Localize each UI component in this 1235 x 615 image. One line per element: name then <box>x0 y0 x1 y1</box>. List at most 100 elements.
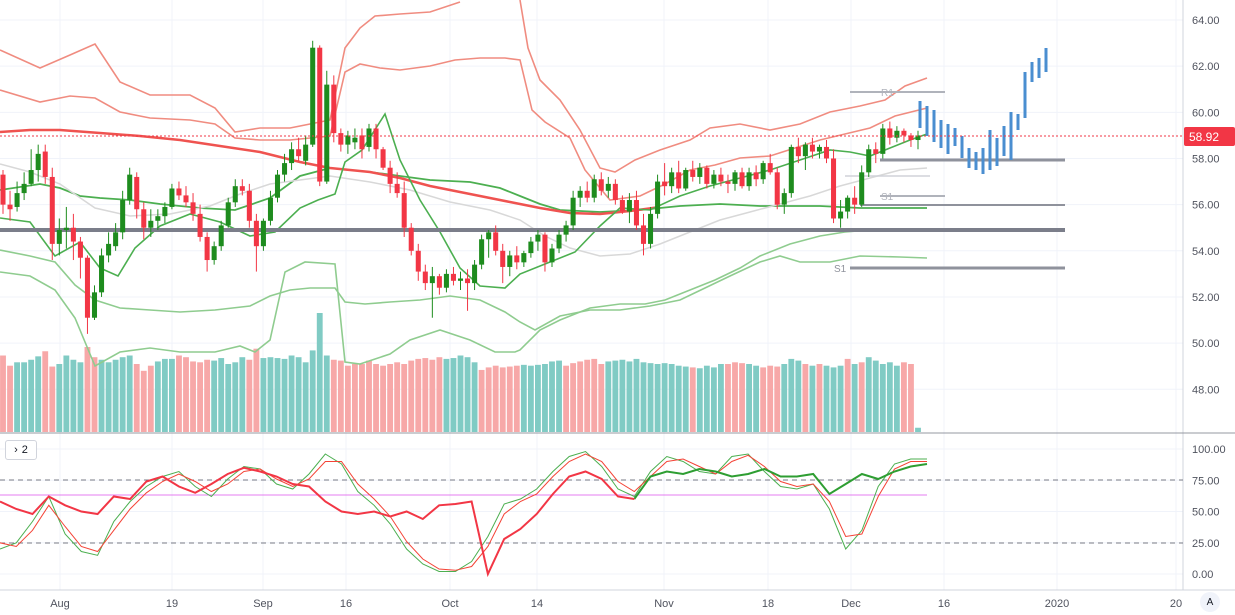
candle-body <box>282 163 288 175</box>
candle-body <box>56 230 62 244</box>
last-price-label: 58.92 <box>1189 130 1219 144</box>
volume-bar <box>126 355 133 432</box>
candle-body <box>577 190 583 198</box>
candle-body <box>35 153 41 171</box>
candle-body <box>662 181 668 187</box>
volume-bar <box>816 364 823 432</box>
auto-scale-button[interactable]: A <box>1200 592 1220 612</box>
candle-body <box>127 174 133 201</box>
grid-lines <box>0 0 1183 590</box>
candle-body <box>289 149 295 164</box>
volume-bar <box>612 360 619 432</box>
volume-bar <box>542 364 548 432</box>
volume-bar <box>718 364 724 432</box>
candle-body <box>507 255 513 267</box>
candle-body <box>542 234 548 263</box>
price-tick-label: 60.00 <box>1192 107 1220 119</box>
candle-body <box>831 158 837 219</box>
candle-body <box>781 193 787 205</box>
oscillator-tick-label: 100.00 <box>1192 444 1226 456</box>
volume-bar <box>633 358 640 432</box>
candle-body <box>823 146 830 159</box>
candle-body <box>274 174 281 198</box>
volume-bar <box>147 365 154 432</box>
candle-body <box>465 278 471 284</box>
candle-body <box>310 47 316 145</box>
pane-collapse-button[interactable]: › 2 <box>5 440 37 460</box>
volume-bar <box>844 358 851 432</box>
time-tick-label: Dec <box>841 598 861 610</box>
candle-body <box>303 144 309 161</box>
candle-body <box>500 250 506 267</box>
candle-body <box>704 167 710 184</box>
volume-bar <box>366 360 372 432</box>
candle-body <box>267 197 273 221</box>
volume-bar <box>788 358 795 432</box>
candle-body <box>605 183 611 191</box>
volume-bar <box>626 361 633 432</box>
volume-bar <box>471 362 478 432</box>
candle-body <box>99 255 105 293</box>
candle-body <box>486 232 492 240</box>
volume-bar <box>598 364 605 432</box>
time-axis[interactable]: Aug 19 Sep 16 Oct 14 Nov 18 Dec 16 2020 20 <box>50 598 1182 610</box>
volume-bar <box>169 358 175 432</box>
volume-bar <box>7 365 13 432</box>
volume-bar <box>49 366 56 432</box>
candle-body <box>725 181 731 184</box>
candle-body <box>260 220 266 247</box>
candle-body <box>106 243 112 256</box>
volume-bar <box>802 364 809 432</box>
candle-body <box>7 204 13 210</box>
oscillator-axis[interactable]: 100.00 75.00 50.00 25.00 0.00 <box>1192 444 1226 581</box>
volume-bar <box>640 362 647 432</box>
time-tick-label: 16 <box>938 598 950 610</box>
volume-bar <box>183 357 189 432</box>
candle-body <box>591 179 597 198</box>
candle-body <box>429 276 435 284</box>
candle-body <box>556 234 562 249</box>
time-tick-label: 18 <box>762 598 774 610</box>
candle-body <box>915 135 921 141</box>
candle-body <box>415 250 421 272</box>
volume-bar <box>795 360 802 432</box>
price-tick-label: 48.00 <box>1192 384 1220 396</box>
volume-bar <box>309 350 316 432</box>
volume-bar <box>661 363 668 432</box>
volume-bar <box>668 364 675 432</box>
lower-band-outer <box>0 229 927 368</box>
volume-bar <box>387 364 394 432</box>
volume-bar <box>42 351 49 432</box>
volume-bar <box>893 365 900 432</box>
volume-bar <box>422 358 429 432</box>
volume-bar <box>872 360 879 432</box>
volume-bar <box>401 364 408 432</box>
volume-bar <box>352 364 358 432</box>
candle-body <box>901 130 907 136</box>
candle-body <box>683 170 689 189</box>
pivot-label-r1: R1 <box>881 88 894 99</box>
price-tick-label: 64.00 <box>1192 15 1220 27</box>
volume-bar <box>915 427 921 432</box>
candle-body <box>795 146 801 157</box>
oscillator-fast-line <box>0 450 927 572</box>
candle-body <box>422 271 428 284</box>
candle-body <box>28 170 34 184</box>
candle-body <box>633 200 639 226</box>
candle-body <box>774 172 780 205</box>
candle-body <box>443 273 449 288</box>
volume-bar <box>753 365 760 432</box>
candle-body <box>239 186 245 191</box>
candle-body <box>626 200 632 212</box>
time-tick-label: 14 <box>531 598 543 610</box>
volume-bar <box>851 364 858 432</box>
candle-body <box>655 181 661 214</box>
candle-body <box>204 236 210 261</box>
time-tick-label: Oct <box>441 598 458 610</box>
candle-body <box>697 167 703 177</box>
price-axis[interactable]: 64.00 62.00 60.00 58.00 56.00 54.00 52.00 50.00… <box>1192 15 1220 396</box>
candle-body <box>669 172 675 187</box>
candle-body <box>0 174 6 205</box>
candle-body <box>859 172 865 205</box>
